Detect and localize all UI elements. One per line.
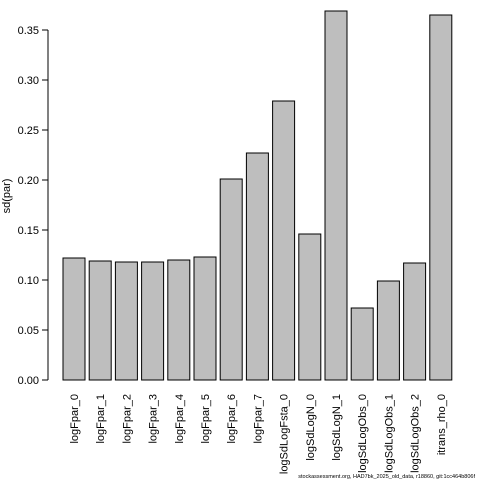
x-tick-label: logSdLogN_1 [331,394,343,461]
x-tick-label: logFpar_4 [174,394,186,444]
bar-logFpar_1 [88,260,112,381]
y-tick-label: 0.10 [18,275,39,287]
bar-logSdLogN_0 [298,233,322,381]
y-tick-label: 0.25 [18,125,39,137]
y-tick-label: 0.05 [18,325,39,337]
x-tick-label: logSdLogObs_2 [410,394,422,473]
x-tick-label: logSdLogN_0 [305,394,317,461]
bar-logFpar_2 [114,261,138,381]
bar-logSdLogFsta_0 [272,100,296,381]
x-tick-label: logFpar_3 [148,394,160,444]
footer-note: stockassessment.org, HAD7bk_2025_old_dat… [298,474,475,480]
bar-logSdLogObs_0 [350,307,374,381]
bar-itrans_rho_0 [429,14,453,381]
y-axis-label: sd(par) [1,179,13,214]
bar-logSdLogN_1 [324,10,348,381]
x-tick-label: logSdLogObs_1 [383,394,395,473]
y-tick-label: 0.00 [18,375,39,387]
bar-logSdLogObs_2 [403,262,427,381]
y-axis: 0.00 0.05 0.10 0.15 0.20 0.25 0.30 0.35 [18,25,49,387]
y-tick-label: 0.15 [18,225,39,237]
bars-group [62,10,453,381]
x-tick-labels: logFpar_0 logFpar_1 logFpar_2 logFpar_3 logF… [69,394,448,474]
x-tick-label: logFpar_7 [252,394,264,444]
y-tick-label: 0.20 [18,175,39,187]
y-tick-label: 0.30 [18,75,39,87]
x-tick-label: logFpar_0 [69,394,81,444]
x-tick-label: logFpar_1 [95,394,107,444]
bar-logFpar_4 [167,259,191,381]
x-tick-label: logFpar_2 [121,394,133,444]
bar-logFpar_5 [193,256,217,381]
x-tick-label: logSdLogFsta_0 [279,394,291,474]
y-tick-label: 0.35 [18,25,39,37]
x-tick-label: logFpar_6 [226,394,238,444]
bar-logFpar_6 [219,178,243,381]
bar-logFpar_3 [141,261,165,381]
bar-logFpar_7 [245,152,269,381]
x-tick-label: itrans_rho_0 [436,394,448,455]
x-tick-label: logFpar_5 [200,394,212,444]
x-tick-label: logSdLogObs_0 [357,394,369,473]
bar-logSdLogObs_1 [376,280,400,381]
bar-logFpar_0 [62,257,86,381]
